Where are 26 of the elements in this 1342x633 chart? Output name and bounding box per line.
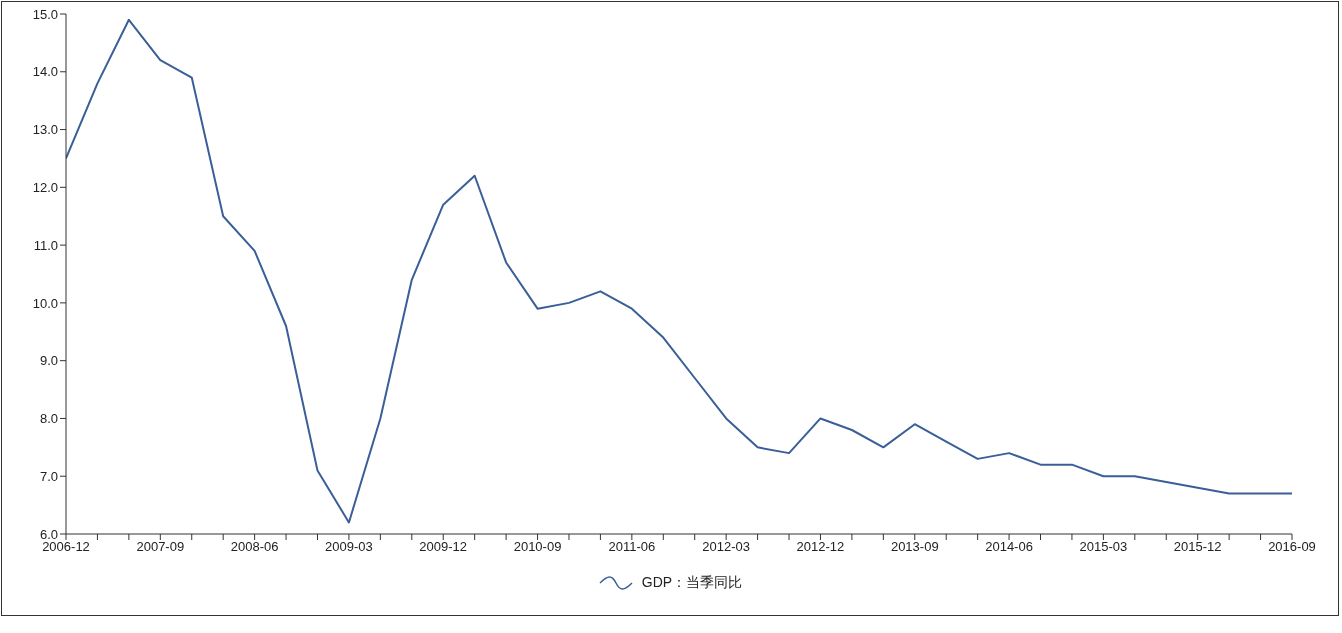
y-tick-label: 8.0 [39, 411, 58, 427]
x-tick-label: 2016-09 [1268, 539, 1316, 555]
x-tick-label: 2010-09 [513, 539, 562, 555]
x-tick-label: 2009-03 [325, 539, 373, 555]
x-tick-label: 2015-03 [1079, 539, 1128, 555]
x-tick-label: 2015-12 [1173, 539, 1222, 555]
y-tick-label: 13.0 [32, 122, 58, 138]
x-tick-label: 2006-12 [42, 539, 90, 555]
y-tick-label: 14.0 [32, 64, 58, 80]
x-tick-label: 2012-03 [702, 539, 751, 555]
legend-label: GDP：当季同比 [641, 574, 743, 592]
x-tick-label: 2007-09 [136, 539, 185, 555]
x-tick-label: 2009-12 [419, 539, 468, 555]
x-tick-label: 2012-12 [796, 539, 845, 555]
y-tick-label: 9.0 [39, 353, 58, 369]
x-tick-label: 2008-06 [230, 539, 279, 555]
y-tick-label: 10.0 [32, 295, 58, 311]
x-tick-label: 2013-09 [890, 539, 939, 555]
line-series [66, 18, 1292, 524]
y-tick-label: 7.0 [39, 468, 58, 484]
y-tick-label: 15.0 [32, 6, 58, 22]
x-tick-label: 2011-06 [608, 539, 656, 555]
y-tick-label: 12.0 [32, 179, 58, 195]
y-tick-label: 6.0 [39, 526, 58, 542]
y-tick-label: 11.0 [33, 237, 58, 253]
x-tick-label: 2014-06 [985, 539, 1033, 555]
